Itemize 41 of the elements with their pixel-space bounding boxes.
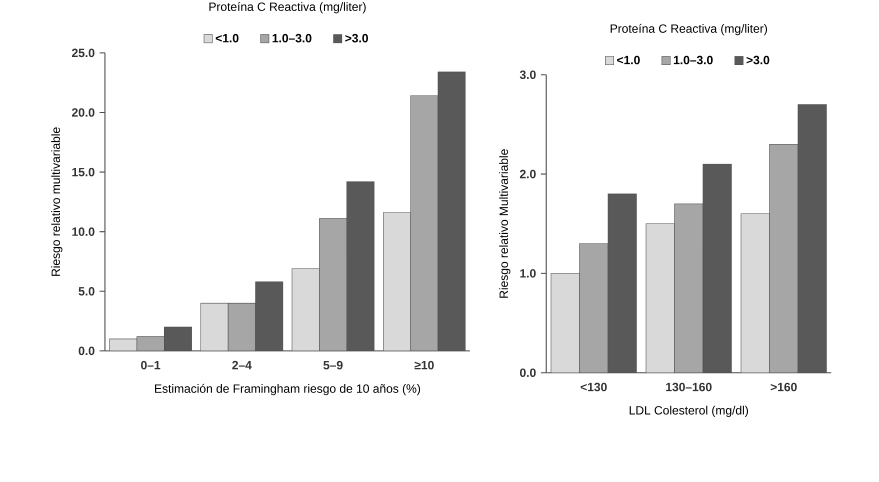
bar <box>702 164 732 373</box>
bar <box>200 302 228 351</box>
x-axis-title: Estimación de Framingham riesgo de 10 años (%) <box>155 384 420 396</box>
bar <box>292 268 320 351</box>
y-tick-label: 1.0 <box>520 269 536 278</box>
legend-title: Proteína C Reactiva (mg/liter) <box>209 2 366 14</box>
y-tick-label: 25.0 <box>72 48 94 58</box>
legend-label: <1.0 <box>617 56 640 64</box>
y-tick-label: 3.0 <box>520 70 536 79</box>
y-tick-label: 5.0 <box>78 287 94 296</box>
bar <box>769 144 798 373</box>
x-tick-label: 5–9 <box>323 360 343 370</box>
legend-label: <1.0 <box>216 34 238 42</box>
y-tick-label: 2.0 <box>520 170 536 178</box>
bar <box>382 212 411 351</box>
bar <box>579 243 608 373</box>
bar <box>674 204 704 373</box>
legend-label: 1.0–3.0 <box>272 34 312 42</box>
x-tick-label: <130 <box>580 382 607 392</box>
y-tick-label: 20.0 <box>72 108 94 117</box>
y-axis-title: Riesgo relativo Multivariable <box>499 149 510 298</box>
x-tick-label: ≥10 <box>414 360 434 370</box>
x-tick-label: 0–1 <box>141 360 160 370</box>
y-tick-label: 15.0 <box>72 168 94 176</box>
bar <box>646 223 675 373</box>
bar <box>608 194 637 373</box>
bar <box>740 214 770 373</box>
y-tick-label: 10.0 <box>72 227 94 236</box>
x-tick-label: 2–4 <box>232 360 252 370</box>
x-axis-title: LDL Colesterol (mg/dl) <box>630 406 748 417</box>
x-tick-label: >160 <box>770 382 797 392</box>
y-tick-label: 0.0 <box>78 346 94 356</box>
legend-label: >3.0 <box>746 56 770 64</box>
legend-label: 1.0–3.0 <box>674 56 713 64</box>
y-axis-title: Riesgo relativo multivariable <box>51 127 62 276</box>
x-tick-label: 130–160 <box>666 382 712 392</box>
y-tick-label: 0.0 <box>520 368 536 377</box>
bar <box>798 104 827 373</box>
legend-title: Proteína C Reactiva (mg/liter) <box>610 24 768 36</box>
legend-label: >3.0 <box>345 34 368 42</box>
bar <box>550 273 580 373</box>
